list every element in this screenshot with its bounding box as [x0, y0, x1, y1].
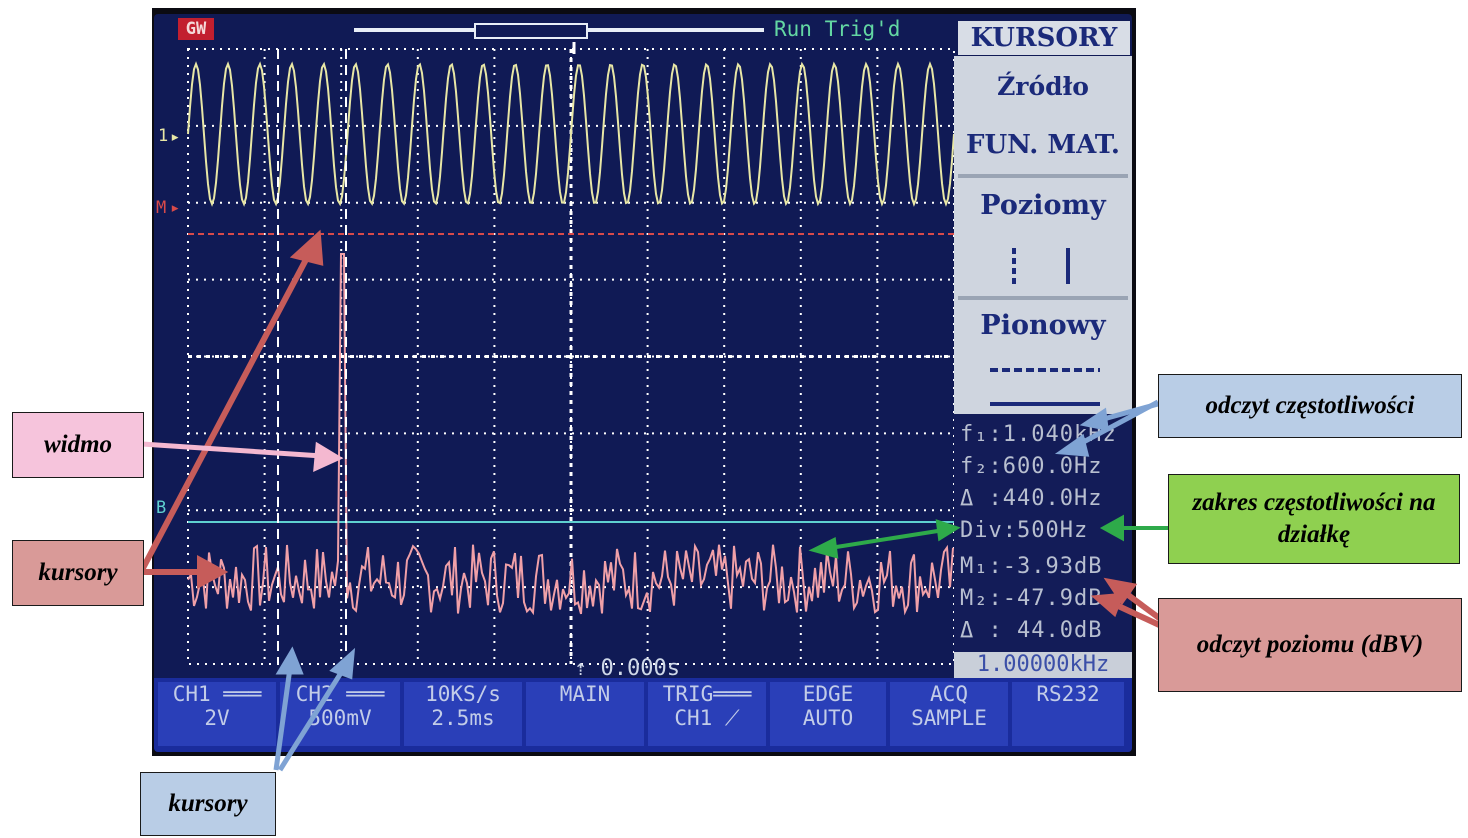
annotation-freq-range: zakres częstotliwości na działkę: [1168, 474, 1460, 564]
status-cell-line1: CH2 ═══: [295, 682, 385, 706]
vertical-cursor-dashed-icon: [990, 368, 1100, 372]
memory-window: [474, 23, 588, 39]
status-cell-line1: ACQ: [930, 682, 968, 706]
arrow-range-double: [829, 528, 945, 550]
arrowhead: [313, 441, 344, 473]
status-cell-line2: 2.5ms: [431, 706, 495, 730]
bottom-status-bar: CH1 ═══ 2V CH2 ═══ 500mV 10KS/s 2.5ms MAIN TRIG…: [154, 678, 1132, 752]
status-cell-line1: 10KS/s: [425, 682, 501, 706]
menu-divider: [958, 296, 1128, 300]
arrowhead: [1079, 407, 1109, 432]
math-marker: M: [156, 198, 167, 218]
status-cell-line2: 2V: [204, 706, 230, 730]
menu-divider: [958, 174, 1128, 178]
f2-readout: f₂:600.0Hz: [960, 454, 1103, 479]
annotation-kursory-bottom: kursory: [140, 772, 276, 836]
status-cell-line1: EDGE: [802, 682, 854, 706]
arrowhead: [329, 647, 356, 680]
status-cell-line1: TRIG═══: [662, 682, 752, 706]
b-marker: B: [156, 498, 167, 518]
horizontal-cursor-icon: [994, 246, 1090, 286]
annotation-level-readout: odczyt poziomu (dBV): [1158, 598, 1462, 692]
ch1-marker: 1: [158, 126, 169, 146]
fft-spectrum: [187, 253, 954, 616]
cursor-readout-panel: f₁:1.040kHz f₂:600.0Hz Δ :440.0Hz Div:50…: [954, 414, 1132, 676]
vertical-cursor-solid-icon: [990, 402, 1100, 406]
freq-per-div-readout: Div:500Hz: [960, 518, 1089, 543]
time-offset: ⇡ 0.000s: [574, 656, 680, 681]
m2-readout: M₂:-47.9dB: [960, 586, 1103, 611]
ch1-sine-waveform: [187, 61, 955, 207]
graticule-axes: [188, 49, 954, 664]
arrowhead: [289, 229, 324, 266]
arrow-kursory-bottom-1: [273, 667, 293, 771]
status-cell-line1: MAIN: [559, 682, 611, 706]
side-menu: Źródło FUN. MAT. Poziomy Pionowy: [954, 56, 1132, 451]
status-cell-0[interactable]: CH1 ═══ 2V: [158, 682, 276, 746]
annotation-kursory-left: kursory: [12, 540, 144, 606]
arrow-kursory-upper: [139, 250, 313, 572]
menu-title: KURSORY: [958, 21, 1130, 55]
arrowhead: [935, 519, 961, 542]
m1-readout: M₁:-3.93dB: [960, 554, 1103, 579]
status-cell-4[interactable]: TRIG═══ CH1 ⟋: [648, 682, 766, 746]
arrowhead: [1103, 577, 1138, 606]
math-marker-arrow: ▸: [170, 198, 181, 218]
status-cell-line2: CH1 ⟋: [674, 706, 740, 730]
status-cell-3[interactable]: MAIN: [526, 682, 644, 746]
arrow-widmo: [141, 441, 323, 459]
arrowhead: [275, 646, 304, 675]
status-cell-line1: CH1 ═══: [172, 682, 262, 706]
arrowhead: [1054, 433, 1090, 457]
center-frequency: 1.00000kHz: [954, 652, 1132, 678]
horizontal-cursor-button[interactable]: Poziomy: [980, 190, 1106, 221]
status-cell-line2: SAMPLE: [911, 706, 987, 730]
status-cell-7[interactable]: RS232: [1012, 682, 1124, 746]
source-value[interactable]: FUN. MAT.: [966, 130, 1120, 160]
arrow-freq-readout-2: [1099, 401, 1159, 423]
run-status: Run Trig'd: [774, 17, 901, 41]
arrowhead: [197, 554, 229, 590]
status-cell-2[interactable]: 10KS/s 2.5ms: [404, 682, 522, 746]
delta-m-readout: Δ : 44.0dB: [960, 618, 1103, 643]
vertical-cursor-button[interactable]: Pionowy: [980, 310, 1106, 341]
time-offset-value: 0.000s: [600, 656, 680, 681]
gw-logo: GW: [178, 18, 214, 40]
annotation-freq-readout: odczyt częstotliwości: [1158, 374, 1462, 438]
status-cell-line2: AUTO: [802, 706, 854, 730]
arrowhead: [808, 536, 839, 559]
source-label[interactable]: Źródło: [997, 72, 1089, 101]
oscilloscope-screen: GW Run Trig'd 1 ▸ M ▸ B KURSORY Źródło F…: [154, 14, 1132, 752]
delta-f-readout: Δ :440.0Hz: [960, 486, 1103, 511]
arrow-kursory-bottom-2: [277, 666, 347, 772]
ch1-marker-arrow: ▸: [170, 127, 181, 147]
annotation-widmo: widmo: [12, 412, 144, 478]
arrowhead: [1090, 592, 1125, 618]
arrowhead: [1099, 514, 1124, 542]
status-cell-5[interactable]: EDGE AUTO: [770, 682, 886, 746]
status-cell-6[interactable]: ACQ SAMPLE: [890, 682, 1008, 746]
status-cell-line1: RS232: [1036, 682, 1100, 706]
